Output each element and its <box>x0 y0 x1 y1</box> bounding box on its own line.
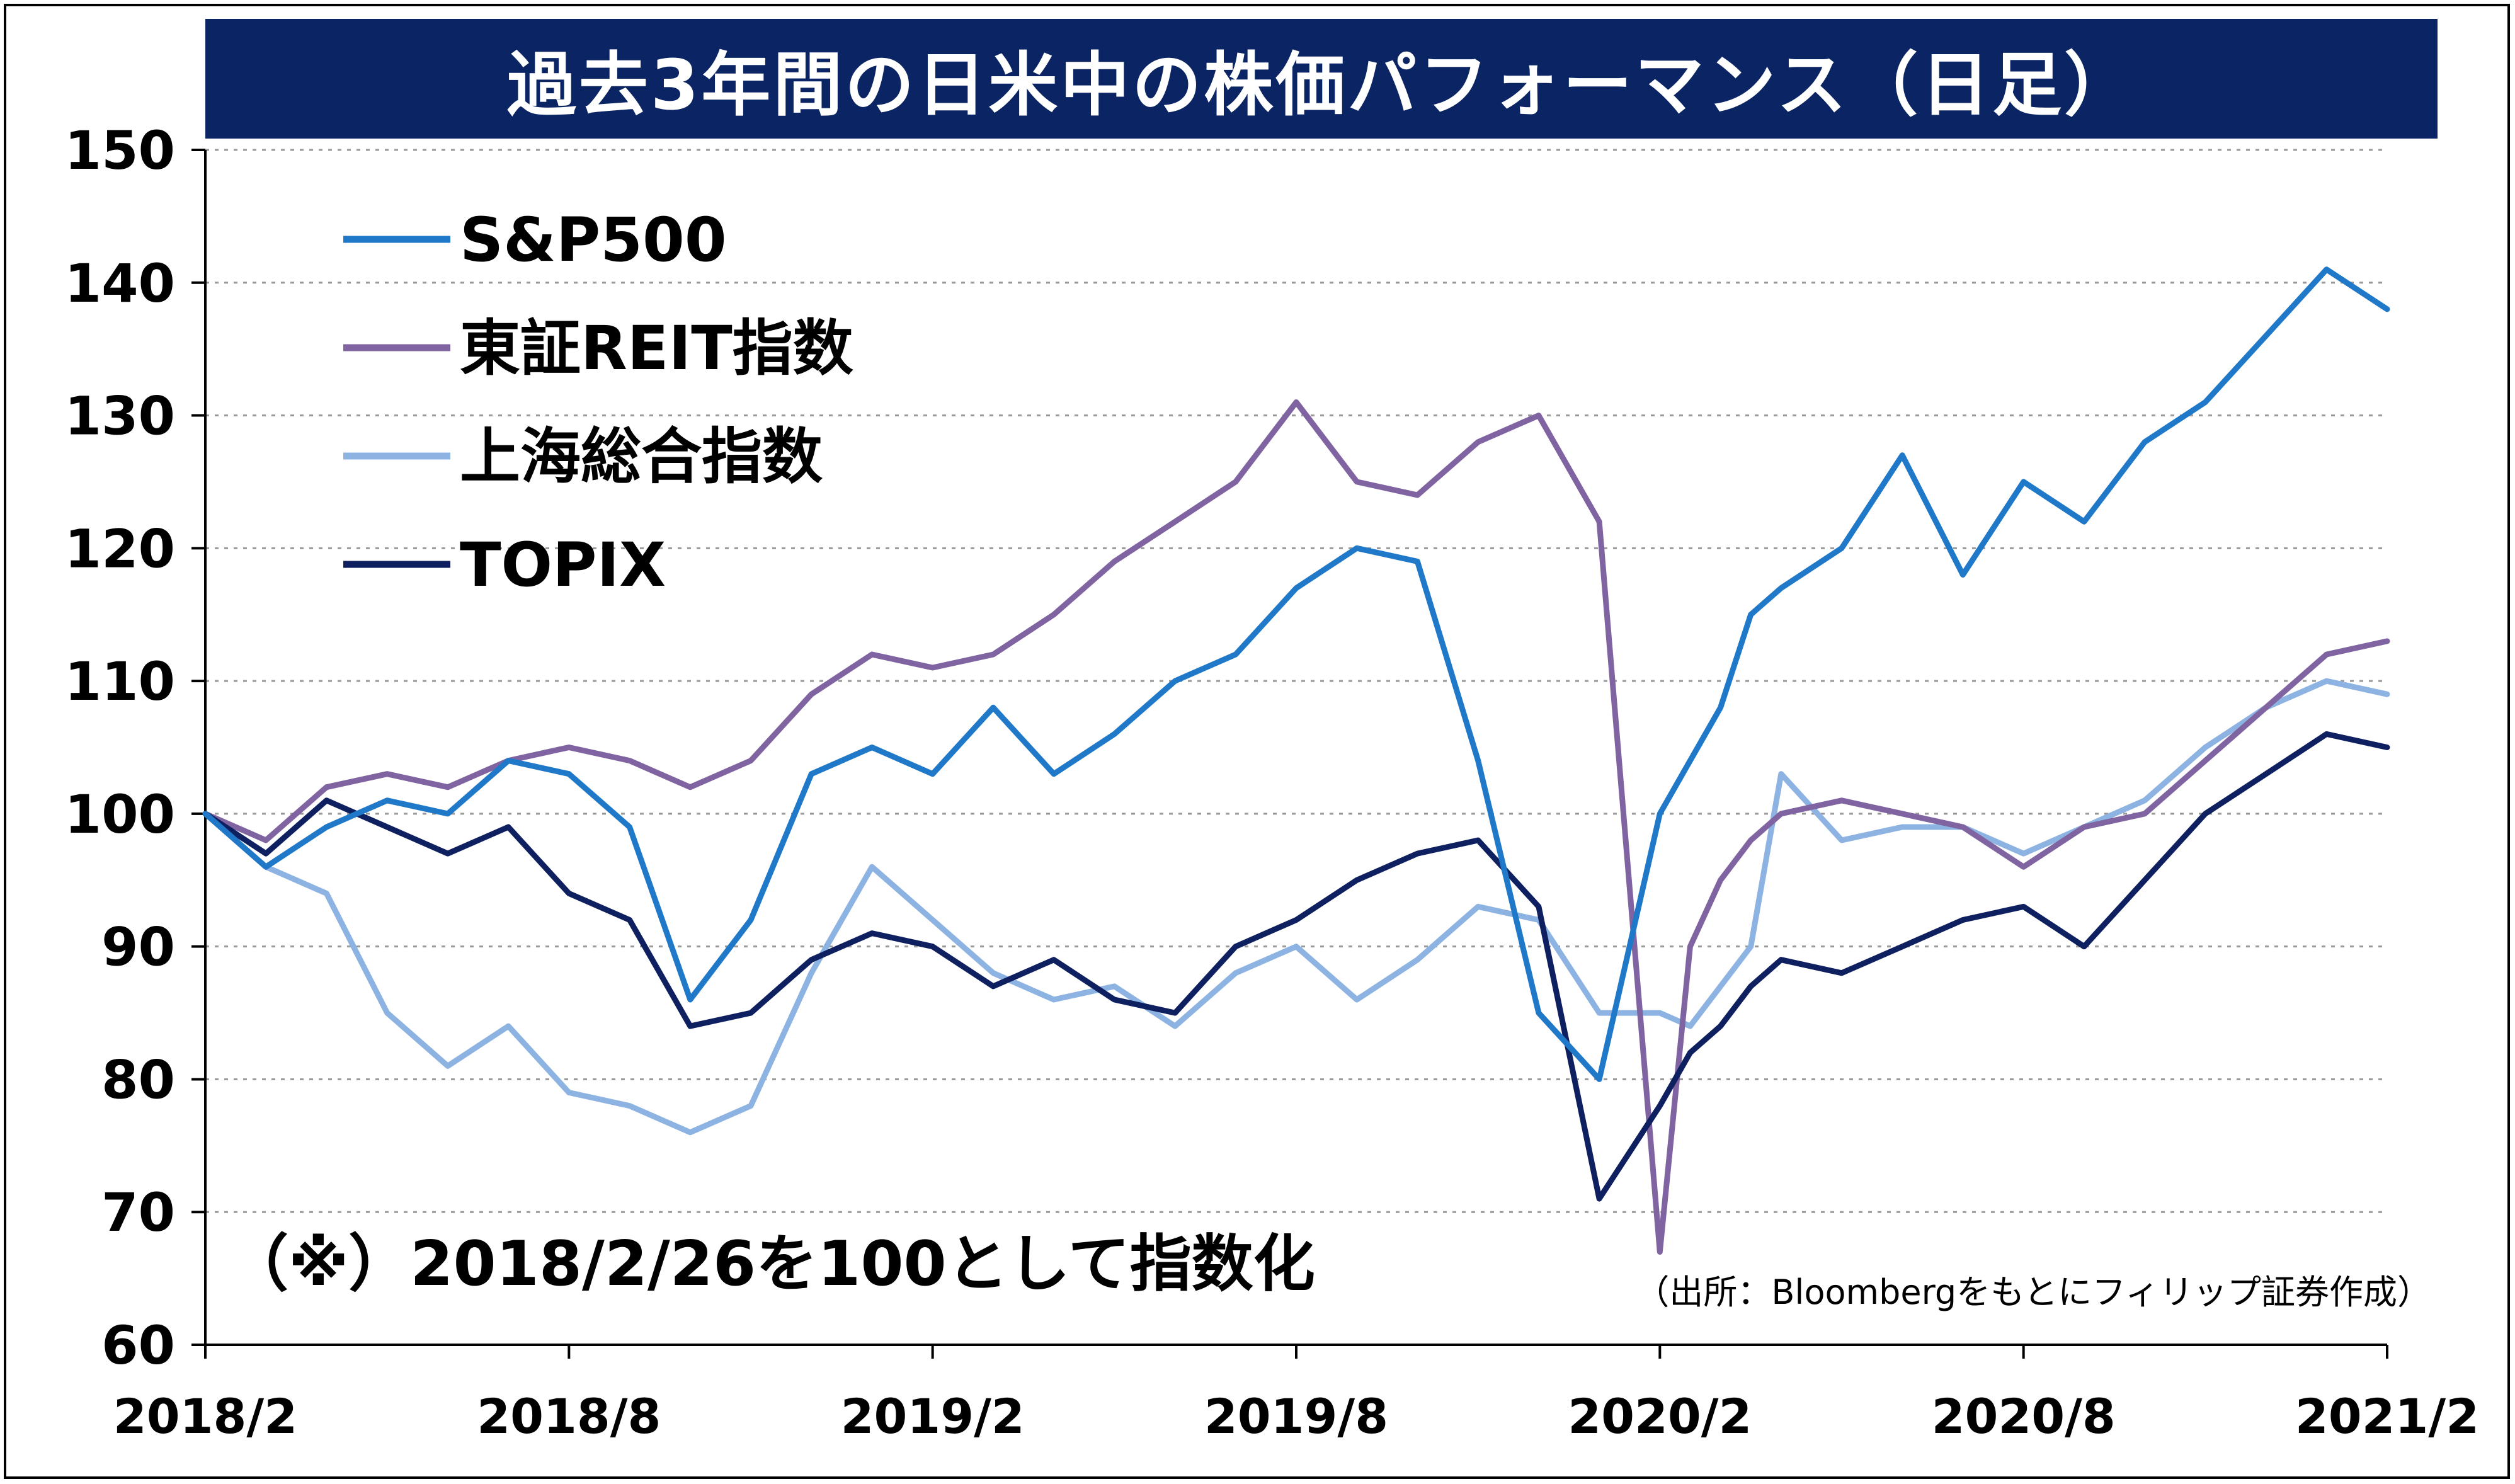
x-tick-label: 2018/8 <box>477 1388 661 1444</box>
y-tick-label: 60 <box>101 1315 175 1376</box>
x-tick-label: 2019/2 <box>841 1388 1025 1444</box>
y-tick-label: 140 <box>65 253 175 314</box>
chart-title: 過去3年間の日米中の株価パフォーマンス（日足） <box>205 19 2438 139</box>
series-line-1 <box>202 399 2390 1255</box>
y-tick-label: 100 <box>65 784 175 845</box>
y-tick-label: 80 <box>101 1049 175 1110</box>
x-tick-label: 2018/2 <box>113 1388 297 1444</box>
x-axis-ticks: 2018/2 2018/8 2019/2 2019/8 2020/2 2020/8 2021… <box>113 1345 2479 1444</box>
x-tick-label: 2019/8 <box>1204 1388 1388 1444</box>
index-note: （※）2018/2/26を100として指数化 <box>227 1228 1315 1300</box>
x-tick-label: 2021/2 <box>2295 1388 2479 1444</box>
x-tick-label: 2020/2 <box>1568 1388 1752 1444</box>
y-tick-label: 110 <box>65 651 175 712</box>
y-tick-label: 90 <box>101 916 175 978</box>
chart-frame <box>4 4 2510 1479</box>
series-line-2 <box>202 678 2390 1136</box>
y-axis-ticks: 60 70 80 90 100 110 120 130 140 150 <box>65 120 205 1376</box>
series-line-3 <box>202 731 2390 1202</box>
y-tick-label: 130 <box>65 385 175 447</box>
source-note: （出所：Bloombergをもとにフィリップ証券作成） <box>1635 1272 2431 1312</box>
legend-label: S&P500 <box>460 205 727 275</box>
x-tick-label: 2020/8 <box>1932 1388 2116 1444</box>
y-tick-label: 120 <box>65 518 175 579</box>
y-tick-label: 150 <box>65 120 175 181</box>
legend-label: TOPIX <box>460 530 666 600</box>
legend-label: 東証REIT指数 <box>460 313 853 384</box>
series-line-0 <box>202 266 2390 1082</box>
y-tick-label: 70 <box>101 1182 175 1243</box>
legend-label: 上海総合指数 <box>460 421 823 492</box>
series-lines <box>202 266 2390 1255</box>
